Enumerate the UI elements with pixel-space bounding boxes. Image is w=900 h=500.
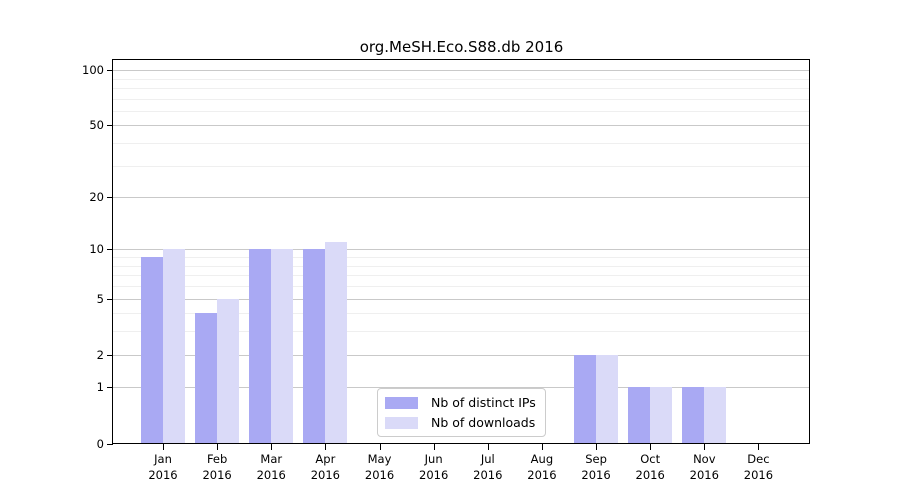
x-tick-mark-jun <box>433 444 435 450</box>
y-tick-label-20: 20 <box>89 190 104 205</box>
gridline-80 <box>113 87 810 89</box>
legend-label-distinct-ips: Nb of distinct IPs <box>431 395 536 410</box>
x-tick-label-may: May 2016 <box>364 452 395 482</box>
bar-downloads-nov <box>704 387 727 444</box>
gridline-5 <box>113 298 810 300</box>
y-tick-label-0: 0 <box>96 436 104 451</box>
gridline-6 <box>113 286 810 288</box>
x-tick-mark-may <box>379 444 381 450</box>
bar-downloads-oct <box>650 387 673 444</box>
y-tick-label-10: 10 <box>89 242 104 257</box>
x-tick-label-jul: Jul 2016 <box>473 452 503 482</box>
y-tick-label-50: 50 <box>89 118 104 133</box>
bar-distinct-ips-mar <box>249 249 272 444</box>
x-tick-mark-oct <box>650 444 652 450</box>
y-tick-mark-1 <box>107 387 113 389</box>
chart-title: org.MeSH.Eco.S88.db 2016 <box>359 38 564 56</box>
bar-downloads-sep <box>596 354 619 444</box>
x-tick-label-mar: Mar 2016 <box>256 452 286 482</box>
x-tick-label-dec: Dec 2016 <box>743 452 774 482</box>
x-tick-label-oct: Oct 2016 <box>635 452 665 482</box>
gridline-70 <box>113 98 810 100</box>
x-tick-mark-feb <box>217 444 219 450</box>
x-tick-mark-jan <box>163 444 164 450</box>
x-tick-label-nov: Nov 2016 <box>689 452 719 482</box>
gridline-9 <box>113 257 810 259</box>
y-tick-mark-10 <box>107 249 113 251</box>
y-tick-label-5: 5 <box>96 291 104 306</box>
legend-swatch-downloads <box>385 416 418 429</box>
bar-downloads-feb <box>217 298 240 444</box>
bar-distinct-ips-apr <box>303 249 326 444</box>
gridline-90 <box>113 78 810 80</box>
gridline-100 <box>113 70 810 72</box>
x-tick-label-jun: Jun 2016 <box>419 452 449 482</box>
y-tick-label-100: 100 <box>82 63 104 78</box>
legend: Nb of distinct IPs Nb of downloads <box>377 388 546 437</box>
bar-distinct-ips-feb <box>195 313 218 444</box>
gridline-4 <box>113 313 810 315</box>
x-tick-mark-nov <box>704 444 706 450</box>
y-tick-mark-0 <box>107 443 113 445</box>
gridline-50 <box>113 125 810 127</box>
gridline-40 <box>113 143 810 145</box>
y-tick-mark-20 <box>107 197 113 199</box>
y-tick-mark-50 <box>107 125 113 127</box>
gridline-3 <box>113 331 810 333</box>
x-tick-mark-dec <box>758 444 760 450</box>
legend-item-downloads: Nb of downloads <box>385 415 545 431</box>
gridline-30 <box>113 165 810 167</box>
bar-downloads-mar <box>271 249 294 444</box>
gridline-8 <box>113 265 810 267</box>
bar-distinct-ips-jan <box>141 257 163 444</box>
bar-distinct-ips-oct <box>628 387 651 444</box>
x-tick-mark-apr <box>325 444 327 450</box>
bar-distinct-ips-nov <box>682 387 705 444</box>
gridline-7 <box>113 275 810 277</box>
x-tick-label-jan: Jan 2016 <box>148 452 178 482</box>
legend-label-downloads: Nb of downloads <box>431 415 536 430</box>
bar-downloads-jan <box>163 249 185 444</box>
gridline-1 <box>113 387 810 389</box>
x-tick-label-sep: Sep 2016 <box>581 452 611 482</box>
plot-area <box>113 60 810 444</box>
x-tick-label-apr: Apr 2016 <box>310 452 341 482</box>
legend-swatch-distinct-ips <box>385 396 418 409</box>
gridline-20 <box>113 197 810 199</box>
gridline-60 <box>113 110 810 112</box>
x-tick-mark-aug <box>541 444 543 450</box>
x-tick-label-aug: Aug 2016 <box>527 452 557 482</box>
y-tick-mark-2 <box>107 354 113 356</box>
y-tick-label-2: 2 <box>96 347 104 362</box>
y-tick-label-1: 1 <box>96 380 104 395</box>
legend-item-distinct-ips: Nb of distinct IPs <box>385 395 545 411</box>
bar-distinct-ips-sep <box>574 354 597 444</box>
bar-downloads-apr <box>325 242 348 444</box>
x-tick-mark-jul <box>487 444 489 450</box>
x-tick-mark-mar <box>271 444 273 450</box>
y-tick-mark-100 <box>107 70 113 72</box>
x-tick-label-feb: Feb 2016 <box>202 452 232 482</box>
y-tick-mark-5 <box>107 298 113 300</box>
gridline-2 <box>113 354 810 356</box>
gridline-10 <box>113 249 810 251</box>
x-tick-mark-sep <box>596 444 598 450</box>
